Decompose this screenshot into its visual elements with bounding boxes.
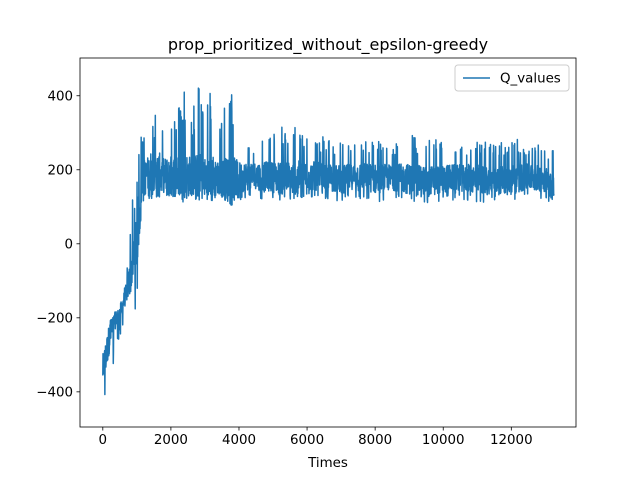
legend[interactable]: Q_values <box>454 64 570 92</box>
legend-box <box>454 64 570 92</box>
x-ticks: 0 2000 4000 6000 8000 10000 12000 <box>99 427 533 448</box>
axes-frame <box>79 57 577 428</box>
y-tick-label: 400 <box>47 90 73 105</box>
series-line-q-values <box>102 87 555 396</box>
legend-label-q-values: Q_values <box>500 72 561 87</box>
axes <box>79 57 577 428</box>
x-axis-label: Times <box>307 456 348 471</box>
y-tick-label: 0 <box>64 238 73 253</box>
y-ticks: −400 −200 0 200 400 <box>36 90 80 401</box>
y-tick-label: −400 <box>36 386 73 401</box>
x-tick-label: 4000 <box>222 433 256 448</box>
y-tick-label: 200 <box>47 164 73 179</box>
series-group <box>102 87 555 396</box>
x-tick-label: 8000 <box>358 433 392 448</box>
x-tick-label: 2000 <box>154 433 188 448</box>
plot-area <box>102 87 555 396</box>
x-tick-label: 10000 <box>422 433 465 448</box>
y-tick-label: −200 <box>36 312 73 327</box>
chart-title: prop_prioritized_without_epsilon-greedy <box>168 35 488 55</box>
x-tick-label: 6000 <box>290 433 324 448</box>
x-tick-label: 0 <box>99 433 108 448</box>
x-tick-label: 12000 <box>490 433 533 448</box>
